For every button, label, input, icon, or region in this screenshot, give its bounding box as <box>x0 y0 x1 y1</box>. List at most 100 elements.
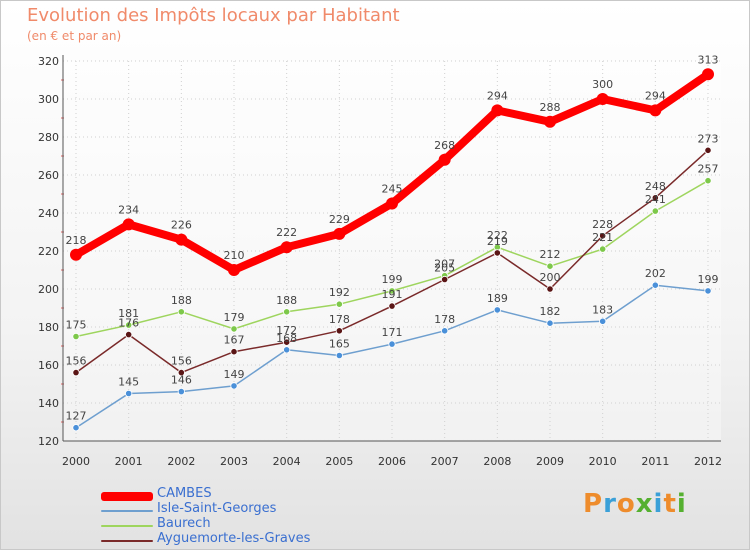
data-label: 229 <box>329 213 350 226</box>
data-label: 172 <box>276 324 297 337</box>
data-label: 149 <box>224 368 245 381</box>
data-label: 175 <box>66 319 87 332</box>
data-label: 178 <box>434 313 455 326</box>
data-label: 294 <box>645 89 666 102</box>
data-label: 171 <box>382 326 403 339</box>
x-tick-label: 2006 <box>378 455 406 468</box>
data-label: 268 <box>434 139 455 152</box>
data-point <box>386 197 398 210</box>
data-label: 210 <box>224 249 245 262</box>
data-point <box>228 264 240 276</box>
x-tick-label: 2001 <box>115 455 143 468</box>
legend-swatch-baurech <box>101 525 153 527</box>
data-point <box>230 325 238 333</box>
data-label: 212 <box>540 248 561 261</box>
data-label: 146 <box>171 374 192 387</box>
data-point <box>230 382 238 390</box>
data-point <box>70 248 82 261</box>
data-point <box>388 287 396 295</box>
logo-letter: r <box>603 489 617 519</box>
data-point <box>283 346 291 354</box>
y-tick-label: 280 <box>38 131 59 144</box>
x-tick-label: 2003 <box>220 455 248 468</box>
data-point <box>491 104 504 117</box>
y-tick-label: 160 <box>38 359 59 372</box>
legend-label-baurech: Baurech <box>157 516 211 531</box>
data-label: 221 <box>592 231 613 244</box>
data-label: 226 <box>171 219 192 232</box>
x-tick-label: 2011 <box>641 455 669 468</box>
data-point <box>230 348 238 356</box>
legend-swatch-ayguemorte-les-graves <box>101 540 153 542</box>
data-point <box>72 424 80 432</box>
data-point <box>335 300 343 308</box>
data-point <box>544 115 556 128</box>
logo-letter: i <box>676 489 687 519</box>
data-point <box>704 146 712 154</box>
data-point <box>280 241 293 254</box>
data-point <box>649 104 662 117</box>
logo-letter: x <box>635 489 654 519</box>
legend-swatch-cambes <box>101 492 153 501</box>
data-label: 313 <box>698 53 719 66</box>
proxiti-logo: Proxiti <box>583 489 687 519</box>
x-tick-label: 2012 <box>694 455 722 468</box>
data-label: 218 <box>66 234 87 247</box>
data-point <box>125 321 133 329</box>
data-point <box>125 330 133 339</box>
data-label: 222 <box>276 226 297 239</box>
x-tick-label: 2004 <box>273 455 301 468</box>
data-point <box>704 287 712 295</box>
data-point <box>493 306 501 314</box>
data-point <box>333 227 346 240</box>
data-label: 234 <box>118 203 139 216</box>
y-tick-label: 120 <box>38 435 59 448</box>
data-label: 207 <box>434 258 455 271</box>
data-point <box>438 153 451 166</box>
data-label: 127 <box>66 410 87 423</box>
y-tick-label: 140 <box>38 397 59 410</box>
data-point <box>651 194 659 202</box>
data-label: 188 <box>171 294 192 307</box>
data-label: 257 <box>698 163 719 176</box>
data-label: 222 <box>487 229 508 242</box>
logo-letter: P <box>583 489 604 519</box>
logo-letter: o <box>616 489 636 519</box>
legend-label-ayguemorte-les-graves: Ayguemorte-les-Graves <box>157 531 311 546</box>
data-label: 191 <box>382 288 403 301</box>
legend-label-isle-saint-georges: Isle-Saint-Georges <box>157 501 277 516</box>
data-label: 178 <box>329 313 350 326</box>
data-point <box>177 308 185 316</box>
data-label: 183 <box>592 303 613 316</box>
y-tick-label: 260 <box>38 169 59 182</box>
data-point <box>283 308 291 316</box>
data-label: 167 <box>224 334 245 347</box>
y-tick-label: 320 <box>38 55 59 68</box>
data-point <box>388 340 396 348</box>
data-point <box>72 332 80 341</box>
x-tick-label: 2007 <box>431 455 459 468</box>
data-point <box>704 177 712 185</box>
data-label: 179 <box>224 311 245 324</box>
data-label: 241 <box>645 193 666 206</box>
data-label: 199 <box>698 273 719 286</box>
data-point <box>388 302 396 310</box>
data-label: 156 <box>171 355 192 368</box>
data-label: 288 <box>540 101 561 114</box>
data-label: 245 <box>382 183 403 196</box>
x-tick-label: 2005 <box>325 455 353 468</box>
data-label: 202 <box>645 267 666 280</box>
data-point <box>651 207 659 215</box>
x-tick-label: 2010 <box>589 455 617 468</box>
data-label: 248 <box>645 180 666 193</box>
data-label: 228 <box>592 218 613 231</box>
logo-letter: i <box>653 489 664 519</box>
y-tick-label: 220 <box>38 245 59 258</box>
data-point <box>441 327 449 335</box>
data-point <box>546 285 554 293</box>
data-label: 199 <box>382 273 403 286</box>
data-label: 205 <box>434 262 455 275</box>
data-point <box>125 389 133 398</box>
data-point <box>651 281 659 289</box>
